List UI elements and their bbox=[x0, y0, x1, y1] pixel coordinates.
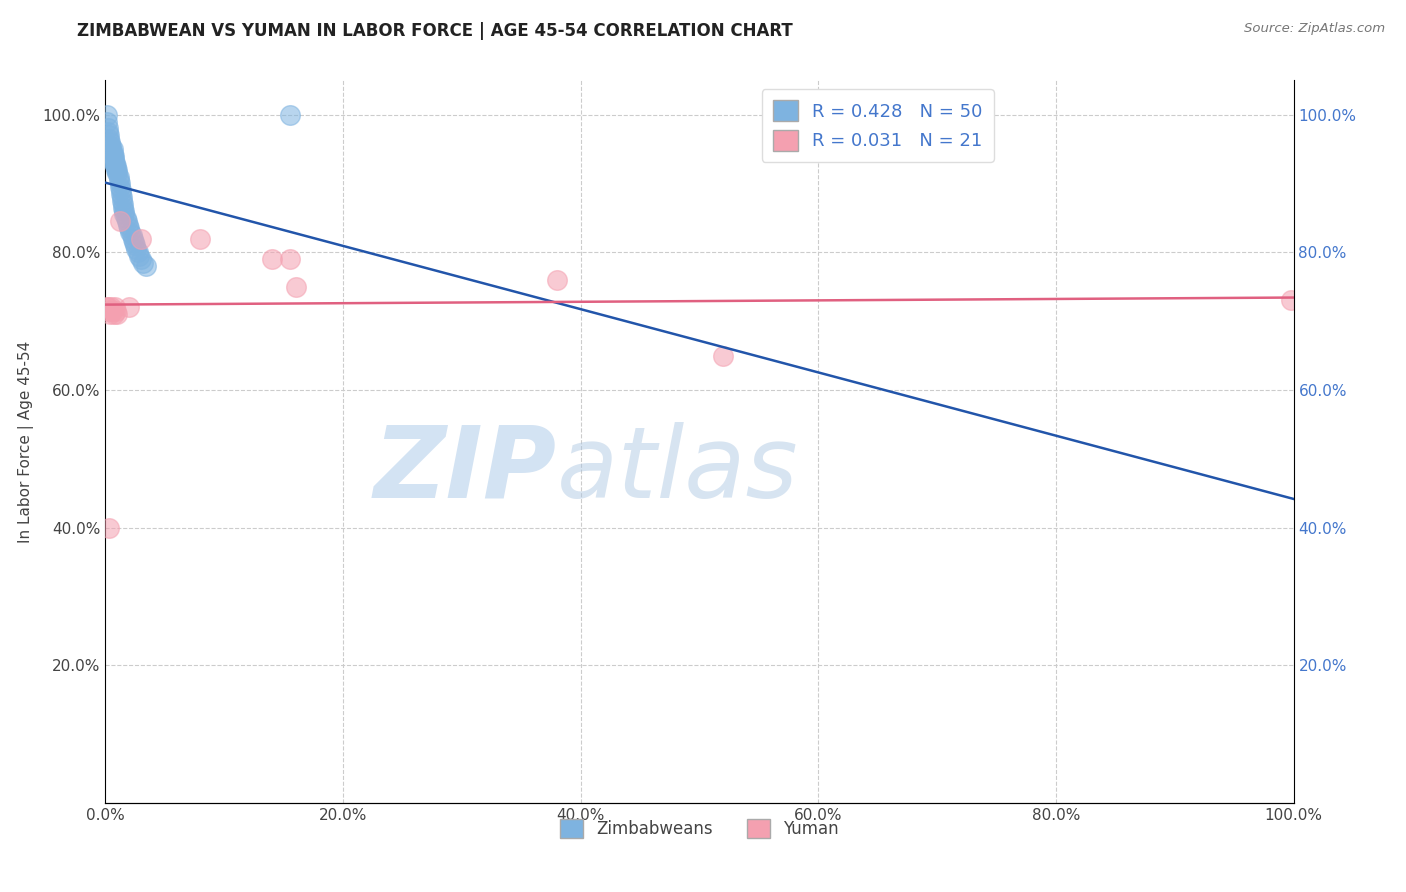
Point bbox=[124, 238, 146, 252]
Text: atlas: atlas bbox=[557, 422, 799, 519]
Legend: Zimbabweans, Yuman: Zimbabweans, Yuman bbox=[554, 813, 845, 845]
Point bbox=[98, 520, 121, 534]
Point bbox=[114, 211, 136, 225]
Point bbox=[118, 301, 141, 315]
Point bbox=[98, 132, 121, 146]
Point bbox=[97, 121, 120, 136]
Point bbox=[284, 279, 307, 293]
Point bbox=[101, 142, 124, 156]
Point bbox=[97, 301, 120, 315]
Point bbox=[107, 173, 129, 187]
Point bbox=[98, 303, 121, 318]
Point bbox=[108, 214, 131, 228]
Point bbox=[105, 303, 128, 318]
Y-axis label: In Labor Force | Age 45-54: In Labor Force | Age 45-54 bbox=[18, 341, 34, 542]
Point bbox=[105, 166, 128, 180]
Point bbox=[117, 218, 139, 232]
Point bbox=[98, 138, 121, 153]
Point bbox=[103, 307, 125, 321]
Point bbox=[128, 249, 150, 263]
Point bbox=[114, 204, 136, 219]
Point bbox=[125, 242, 148, 256]
Point bbox=[105, 307, 128, 321]
Point bbox=[278, 108, 301, 122]
Point bbox=[105, 162, 128, 177]
Point bbox=[115, 214, 138, 228]
Point bbox=[111, 194, 134, 208]
Point bbox=[100, 138, 122, 153]
Point bbox=[278, 252, 301, 267]
Point bbox=[1279, 293, 1302, 308]
Point bbox=[105, 159, 128, 173]
Point bbox=[103, 156, 125, 170]
Point bbox=[96, 114, 118, 128]
Text: ZIMBABWEAN VS YUMAN IN LABOR FORCE | AGE 45-54 CORRELATION CHART: ZIMBABWEAN VS YUMAN IN LABOR FORCE | AGE… bbox=[77, 22, 793, 40]
Point bbox=[100, 142, 122, 156]
Point bbox=[122, 235, 145, 249]
Point bbox=[132, 255, 155, 269]
Point bbox=[103, 153, 125, 167]
Point bbox=[121, 228, 143, 243]
Point bbox=[260, 252, 283, 267]
Point bbox=[105, 162, 128, 177]
Point bbox=[100, 301, 122, 315]
Point bbox=[110, 186, 132, 201]
Point bbox=[112, 201, 135, 215]
Point bbox=[190, 231, 212, 245]
Point bbox=[127, 245, 149, 260]
Point bbox=[96, 301, 118, 315]
Point bbox=[135, 259, 157, 273]
Point bbox=[98, 135, 121, 149]
Point bbox=[101, 303, 124, 318]
Point bbox=[121, 231, 143, 245]
Text: Source: ZipAtlas.com: Source: ZipAtlas.com bbox=[1244, 22, 1385, 36]
Point bbox=[112, 197, 135, 211]
Point bbox=[96, 108, 118, 122]
Text: ZIP: ZIP bbox=[374, 422, 557, 519]
Point bbox=[114, 207, 136, 221]
Point bbox=[118, 221, 141, 235]
Point bbox=[98, 128, 121, 143]
Point bbox=[98, 307, 121, 321]
Point bbox=[546, 273, 568, 287]
Point bbox=[108, 177, 131, 191]
Point bbox=[129, 252, 152, 267]
Point bbox=[120, 225, 142, 239]
Point bbox=[104, 301, 127, 315]
Point bbox=[107, 169, 129, 184]
Point bbox=[104, 156, 127, 170]
Point bbox=[711, 349, 734, 363]
Point bbox=[97, 125, 120, 139]
Point bbox=[104, 159, 127, 173]
Point bbox=[108, 180, 131, 194]
Point bbox=[129, 231, 152, 245]
Point bbox=[103, 149, 125, 163]
Point bbox=[110, 183, 132, 197]
Point bbox=[101, 145, 124, 160]
Point bbox=[111, 190, 134, 204]
Point bbox=[101, 149, 124, 163]
